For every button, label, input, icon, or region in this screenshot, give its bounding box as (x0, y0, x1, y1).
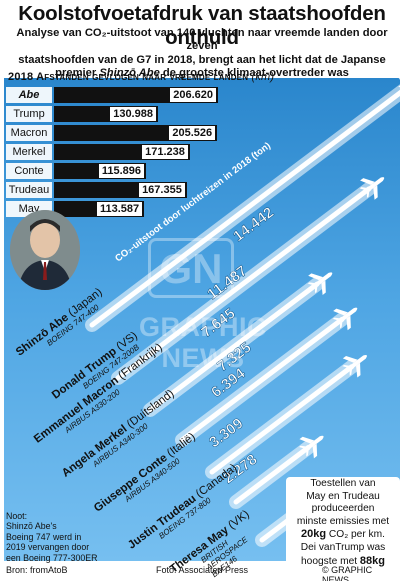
distance-bar-value: 115.896 (98, 164, 144, 178)
distance-bar-value: 130.988 (110, 107, 156, 121)
distance-bar-row: Conte 115.896 (6, 163, 218, 179)
distance-bar-value: 206.620 (170, 88, 216, 102)
airplane-icon (299, 435, 324, 459)
co2-contrail (229, 435, 324, 509)
distance-bar-row: Trump 130.988 (6, 106, 218, 122)
footer: Bron: fromAtoB Foto: Associated Press © … (4, 561, 400, 581)
co2-contrail (85, 75, 404, 332)
distance-bar-value: 113.587 (97, 202, 143, 216)
distance-chart-heading: 2018 Afstanden gevlogen naar vreemde lan… (8, 71, 275, 83)
intro-line-3: premier Shinzō Abe de grootste klimaat-o… (55, 67, 349, 80)
distance-bar-row: Trudeau 167.355 (6, 182, 218, 198)
airplane-icon (332, 307, 358, 331)
airplane-icon (342, 354, 367, 378)
airplane-icon (398, 75, 404, 99)
distance-bar: 205.526 (54, 125, 218, 141)
distance-bar-label: Conte (6, 163, 52, 179)
distance-bar-value: 205.526 (169, 126, 216, 140)
distance-bar: 130.988 (54, 106, 158, 122)
distance-bar: 115.896 (54, 163, 146, 179)
distance-bar-label: Trump (6, 106, 52, 122)
distance-bar-label: Abe (6, 87, 52, 103)
source-credit: Bron: fromAtoB (6, 565, 68, 575)
distance-bar-label: Macron (6, 125, 52, 141)
publisher-credit: © GRAPHIC NEWS (322, 565, 373, 581)
co2-contrail (111, 177, 385, 385)
distance-bar-row: Merkel 171.238 (6, 144, 218, 160)
watermark-logo: GN (148, 238, 234, 298)
distance-bar: 113.587 (54, 201, 145, 217)
emissions-callout: Toestellen van May en Trudeau produceerd… (286, 477, 400, 577)
intro-line-1: Analyse van CO₂-uitstoot van 140 vluchte… (16, 27, 388, 53)
intro-text: Analyse van CO₂-uitstoot van 140 vluchte… (8, 27, 396, 81)
intro-line-2: staatshoofden van de G7 in 2018, brengt … (18, 53, 386, 66)
co2-contrail (205, 354, 367, 479)
distance-bar: 206.620 (54, 87, 218, 103)
distance-bar: 167.355 (54, 182, 187, 198)
page-title: Koolstofvoetafdruk van staatshoofden ont… (18, 2, 386, 49)
distance-bar-label: Merkel (6, 144, 52, 160)
distance-bar-value: 171.238 (142, 145, 188, 159)
airplane-icon (307, 272, 333, 295)
aircraft-note: Noot: Shinzō Abe's Boeing 747 werd in 20… (6, 511, 98, 563)
distance-bar: 171.238 (54, 144, 190, 160)
distance-bar-row: Abe 206.620 (6, 87, 218, 103)
distance-bar-row: Macron 205.526 (6, 125, 218, 141)
distance-bar-value: 167.355 (139, 183, 185, 197)
airplane-icon (359, 177, 385, 200)
photo-credit: Foto: Associated Press (156, 565, 249, 575)
abe-portrait-photo (10, 210, 80, 290)
distance-bar-label: Trudeau (6, 182, 52, 198)
co2-contrail (175, 307, 358, 447)
co2-contrail (143, 272, 333, 417)
watermark-text: GRAPHIC NEWS (138, 312, 267, 373)
